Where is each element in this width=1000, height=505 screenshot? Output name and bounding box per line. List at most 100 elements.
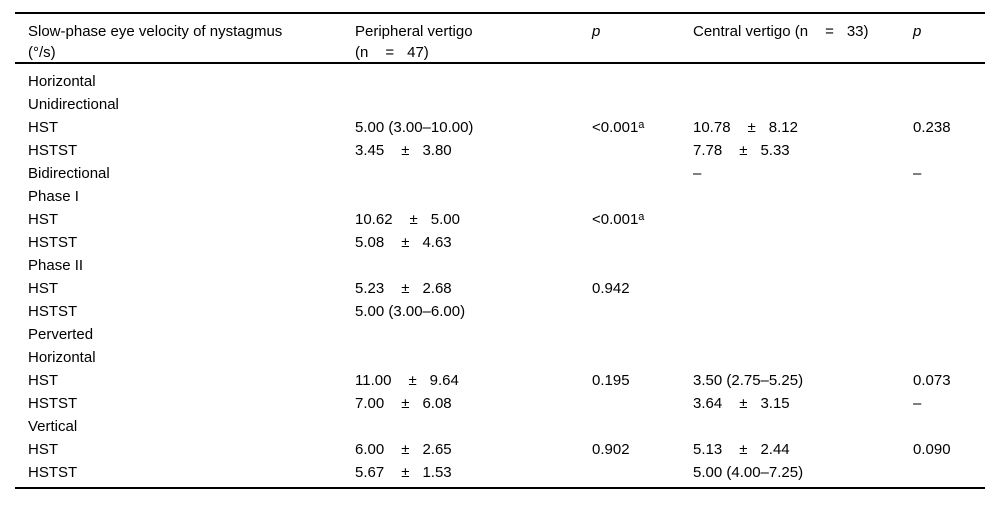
value-text: 0.195 <box>592 372 630 389</box>
footnote-marker: a <box>638 119 645 131</box>
cell-central-vertigo: 10.78 ±8.12 <box>693 116 913 139</box>
value-text: HSTST <box>28 464 78 481</box>
cell-central-vertigo <box>693 277 913 300</box>
cell-p-peripheral <box>592 461 693 484</box>
cell-peripheral-vertigo <box>355 93 592 116</box>
table-row: HST 5.23 ±2.68 0.942 <box>15 277 985 300</box>
value-text: HST <box>28 211 58 228</box>
value-text: Horizontal <box>28 349 96 366</box>
cell-central-vertigo <box>693 185 913 208</box>
row-label: HST <box>15 208 355 231</box>
equals-sign: = <box>825 23 834 40</box>
cell-p-central <box>913 323 985 346</box>
table-row: Vertical <box>15 415 985 438</box>
cell-p-central <box>913 139 985 162</box>
row-label: Bidirectional <box>15 162 355 185</box>
value-text: <0.001 <box>592 211 639 228</box>
cell-p-central <box>913 277 985 300</box>
plus-minus-sign: ± <box>401 441 410 458</box>
table-row: HST 6.00 ±2.65 0.902 5.13 ±2.44 0.090 <box>15 438 985 461</box>
row-label: HST <box>15 116 355 139</box>
cell-p-central <box>913 415 985 438</box>
cell-p-peripheral: <0.001a <box>592 208 693 231</box>
cell-p-central: 0.073 <box>913 369 985 392</box>
cell-p-central: 0.238 <box>913 116 985 139</box>
table-row: Unidirectional <box>15 93 985 116</box>
cell-central-vertigo <box>693 93 913 116</box>
cell-central-vertigo <box>693 208 913 231</box>
value-text: – <box>913 165 922 182</box>
column-header-line: Slow-phase eye velocity of nystagmus <box>28 21 355 42</box>
value-text: 1.53 <box>422 464 452 481</box>
value-text: 3.80 <box>422 142 452 159</box>
value-text: 6.08 <box>422 395 452 412</box>
value-text: 0.238 <box>913 119 951 136</box>
cell-p-central <box>913 70 985 93</box>
plus-minus-sign: ± <box>401 280 410 297</box>
value-text: 5.23 <box>355 280 385 297</box>
cell-p-central <box>913 231 985 254</box>
value-text: 5.67 <box>355 464 385 481</box>
value-text: Bidirectional <box>28 165 110 182</box>
cell-p-peripheral <box>592 185 693 208</box>
table-header-rule <box>15 62 985 64</box>
row-label: Unidirectional <box>15 93 355 116</box>
row-label: Perverted <box>15 323 355 346</box>
cell-p-central <box>913 93 985 116</box>
cell-peripheral-vertigo: 6.00 ±2.65 <box>355 438 592 461</box>
cell-peripheral-vertigo: 5.67 ±1.53 <box>355 461 592 484</box>
row-label: HSTST <box>15 231 355 254</box>
value-text: Phase II <box>28 257 84 274</box>
value-text: 10.62 <box>355 211 393 228</box>
plus-minus-sign: ± <box>739 142 748 159</box>
cell-p-central <box>913 461 985 484</box>
value-text: 7.00 <box>355 395 385 412</box>
column-header-line: p <box>592 21 693 42</box>
plus-minus-sign: ± <box>409 211 418 228</box>
table-row: HSTST 7.00 ±6.08 3.64 ±3.15 – <box>15 392 985 415</box>
cell-p-peripheral: <0.001a <box>592 116 693 139</box>
cell-p-peripheral <box>592 231 693 254</box>
value-text: 5.00 <box>430 211 460 228</box>
plus-minus-sign: ± <box>401 234 410 251</box>
value-text: 5.33 <box>760 142 790 159</box>
value-text: Peripheral vertigo <box>355 23 473 40</box>
table-row: HST 10.62 ±5.00 <0.001a <box>15 208 985 231</box>
column-header-2: Peripheral vertigo (n = 47) <box>355 21 592 63</box>
cell-central-vertigo: 7.78 ±5.33 <box>693 139 913 162</box>
value-text: HSTST <box>28 234 78 251</box>
column-header-5: p <box>913 21 985 63</box>
value-text: 3.45 <box>355 142 385 159</box>
nystagmus-velocity-table: Slow-phase eye velocity of nystagmus (°/s… <box>15 12 985 489</box>
cell-p-peripheral <box>592 323 693 346</box>
cell-central-vertigo <box>693 346 913 369</box>
cell-central-vertigo: 5.00 (4.00–7.25) <box>693 461 913 484</box>
value-text: 11.00 <box>355 372 392 389</box>
value-text: Perverted <box>28 326 94 343</box>
value-text: 5.13 <box>693 441 723 458</box>
cell-p-peripheral <box>592 392 693 415</box>
plus-minus-sign: ± <box>401 395 410 412</box>
table-row: HSTST 5.00 (3.00–6.00) <box>15 300 985 323</box>
cell-peripheral-vertigo: 10.62 ±5.00 <box>355 208 592 231</box>
cell-peripheral-vertigo: 5.08 ±4.63 <box>355 231 592 254</box>
column-header-line: p <box>913 21 985 42</box>
footnote-marker: a <box>638 211 645 223</box>
value-text: HSTST <box>28 395 78 412</box>
value-text: HST <box>28 119 58 136</box>
value-text: p <box>913 23 922 40</box>
row-label: HSTST <box>15 392 355 415</box>
cell-p-central <box>913 185 985 208</box>
cell-peripheral-vertigo: 5.23 ±2.68 <box>355 277 592 300</box>
value-text: 2.68 <box>422 280 452 297</box>
cell-central-vertigo: 5.13 ±2.44 <box>693 438 913 461</box>
cell-p-peripheral <box>592 93 693 116</box>
table-row: HST 5.00 (3.00–10.00) <0.001a 10.78 ±8.12 0.2… <box>15 116 985 139</box>
table-header-row: Slow-phase eye velocity of nystagmus (°/s… <box>15 14 985 62</box>
cell-peripheral-vertigo: 5.00 (3.00–6.00) <box>355 300 592 323</box>
value-text: 0.090 <box>913 441 951 458</box>
cell-p-peripheral: 0.942 <box>592 277 693 300</box>
cell-p-central <box>913 254 985 277</box>
value-text: HSTST <box>28 303 78 320</box>
value-text: (°/s) <box>28 44 56 61</box>
